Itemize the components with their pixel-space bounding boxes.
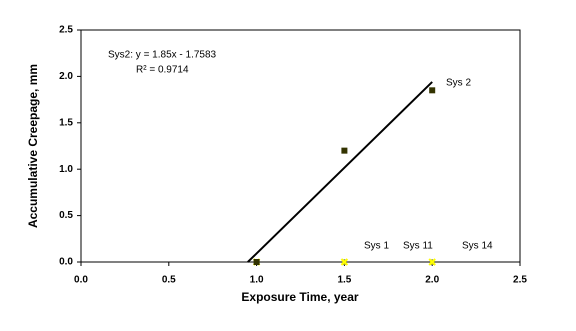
trend-equation: Sys2: y = 1.85x - 1.7583 bbox=[108, 50, 217, 61]
trendline bbox=[247, 81, 433, 263]
point bbox=[253, 259, 260, 265]
y-tick-label: 2.5 bbox=[59, 25, 73, 36]
series-label: Sys 2 bbox=[446, 78, 471, 89]
y-tick-label: 0.0 bbox=[59, 257, 73, 268]
series-label: Sys 11 bbox=[403, 241, 433, 252]
y-axis-title: Accumulative Creepage, mm bbox=[26, 64, 40, 228]
x-tick-label: 2.0 bbox=[425, 275, 439, 286]
x-tick-label: 1.0 bbox=[250, 275, 264, 286]
series-label: Sys 1 bbox=[364, 241, 389, 252]
y-tick-label: 2.0 bbox=[59, 71, 73, 82]
x-tick-label: 0.0 bbox=[74, 275, 88, 286]
point bbox=[429, 87, 436, 94]
y-tick-label: 0.5 bbox=[59, 210, 73, 221]
y-tick-label: 1.0 bbox=[59, 164, 73, 175]
plot-frame bbox=[80, 29, 521, 263]
trend-r-squared: R² = 0.9714 bbox=[136, 65, 189, 76]
point bbox=[428, 258, 436, 266]
x-axis-title: Exposure Time, year bbox=[241, 290, 359, 304]
point bbox=[341, 147, 348, 154]
point bbox=[340, 258, 349, 266]
series-label: Sys 14 bbox=[462, 241, 493, 252]
x-tick-label: 2.5 bbox=[513, 275, 527, 286]
y-tick-label: 1.5 bbox=[59, 117, 73, 128]
x-tick-label: 0.5 bbox=[162, 275, 176, 286]
x-tick-label: 1.5 bbox=[337, 275, 351, 286]
